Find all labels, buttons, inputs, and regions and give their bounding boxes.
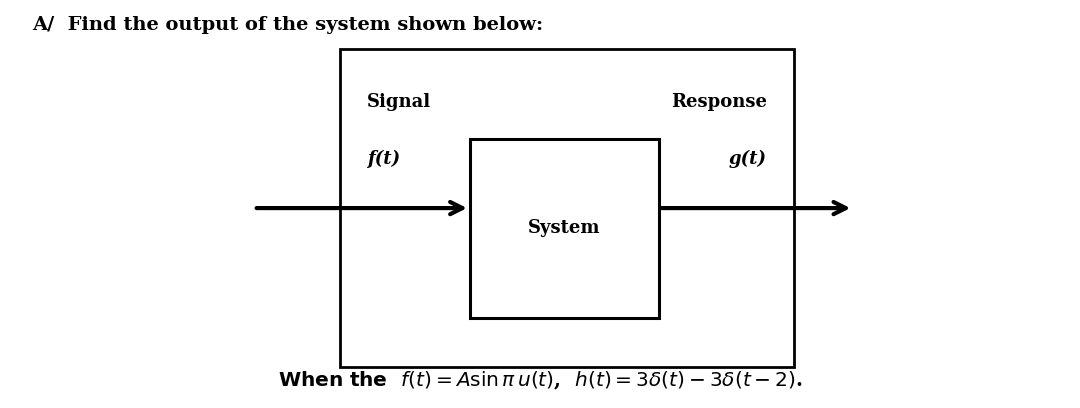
Bar (470, 139, 659, 318)
Text: A/  Find the output of the system shown below:: A/ Find the output of the system shown b… (32, 16, 543, 34)
Text: System: System (528, 220, 600, 237)
Bar (340, 49, 794, 367)
Text: g(t): g(t) (729, 150, 767, 168)
Text: $\mathbf{When\ the}$  $f(t) = A\sin\pi\, u(t)$,  $h(t) = 3\delta(t) - 3\delta(t-: $\mathbf{When\ the}$ $f(t) = A\sin\pi\, … (278, 369, 802, 392)
Text: Signal: Signal (367, 93, 431, 111)
Text: Response: Response (671, 93, 767, 111)
Text: f(t): f(t) (367, 150, 401, 168)
